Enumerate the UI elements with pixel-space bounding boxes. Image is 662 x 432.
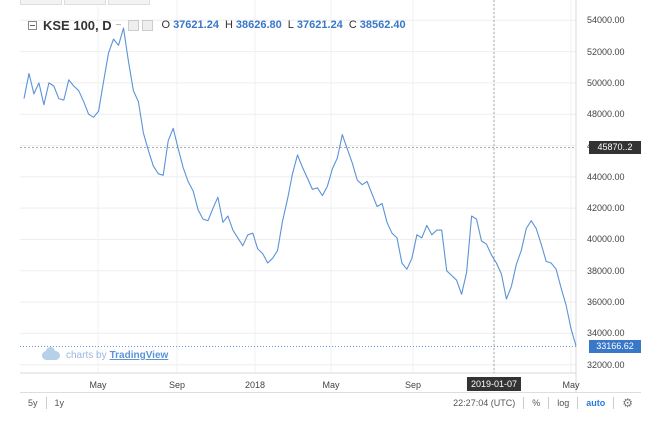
- top-tab[interactable]: [64, 0, 106, 5]
- price-tick-label: 36000.00: [587, 297, 625, 308]
- chart-widget: KSE 100, D ~ O 37621.24 H 38626.80 L 376…: [20, 0, 641, 412]
- high-value: 38626.80: [235, 19, 282, 31]
- price-tick-label: 44000.00: [587, 171, 625, 182]
- chevron-down-icon[interactable]: ~: [115, 19, 122, 31]
- last-price-label: 33166.62: [589, 339, 641, 353]
- cloud-logo-icon: [42, 347, 60, 360]
- settings-icon[interactable]: [141, 19, 153, 31]
- divider: [577, 397, 579, 409]
- price-tick-label: 40000.00: [587, 234, 625, 245]
- bottom-toolbar: 5y 1y 22:27:04 (UTC) % log auto ⚙: [20, 392, 641, 413]
- price-tick-label: 32000.00: [587, 359, 625, 370]
- top-tab[interactable]: [108, 0, 150, 5]
- price-tick-label: 48000.00: [587, 109, 625, 120]
- time-tick-label: 2018: [244, 380, 266, 390]
- price-line: [23, 27, 577, 347]
- crosshair-date-label: 2019-01-07: [466, 377, 522, 391]
- price-tick-label: 52000.00: [587, 46, 625, 57]
- clock-time[interactable]: 22:27:04 (UTC): [453, 398, 516, 408]
- low-value: 37621.24: [296, 19, 343, 31]
- divider: [613, 397, 615, 409]
- range-1y-button[interactable]: 1y: [54, 398, 65, 408]
- price-tick-label: 34000.00: [587, 328, 625, 339]
- symbol-title[interactable]: KSE 100, D: [43, 17, 112, 33]
- grid: [20, 0, 576, 373]
- open-key: O: [161, 19, 171, 31]
- high-key: H: [224, 19, 233, 31]
- time-tick-label: May: [322, 380, 340, 390]
- gear-icon[interactable]: ⚙: [622, 396, 633, 410]
- collapse-icon[interactable]: [28, 20, 37, 30]
- price-chart[interactable]: [20, 0, 641, 392]
- close-value: 38562.40: [359, 19, 406, 31]
- close-key: C: [348, 19, 357, 31]
- top-tab[interactable]: [20, 0, 62, 5]
- price-tick-label: 50000.00: [587, 77, 625, 88]
- tradingview-watermark: charts by TradingView: [42, 347, 169, 361]
- range-5y-button[interactable]: 5y: [28, 398, 38, 408]
- time-tick-label: May: [562, 380, 580, 390]
- open-value: 37621.24: [173, 19, 219, 31]
- legend: KSE 100, D ~ O 37621.24 H 38626.80 L 376…: [28, 16, 406, 34]
- watermark-prefix: charts by: [66, 350, 107, 361]
- divider: [523, 397, 525, 409]
- divider: [548, 397, 550, 409]
- top-tab-strip: [20, 0, 180, 5]
- price-series: [23, 27, 577, 347]
- price-tick-label: 42000.00: [587, 203, 625, 214]
- log-scale-button[interactable]: log: [557, 398, 570, 408]
- auto-scale-button[interactable]: auto: [586, 398, 606, 408]
- divider: [45, 397, 47, 409]
- crosshair: [20, 0, 576, 373]
- percent-scale-button[interactable]: %: [532, 398, 541, 408]
- price-tick-label: 38000.00: [587, 265, 625, 276]
- tradingview-link[interactable]: TradingView: [109, 350, 169, 361]
- price-tick-label: 54000.00: [587, 15, 625, 26]
- low-key: L: [287, 19, 294, 31]
- time-tick-label: Sep: [404, 380, 422, 390]
- crosshair-price-label: 45870..2: [589, 141, 641, 155]
- time-tick-label: Sep: [168, 380, 186, 390]
- time-tick-label: May: [89, 380, 107, 390]
- eye-icon[interactable]: [127, 19, 139, 31]
